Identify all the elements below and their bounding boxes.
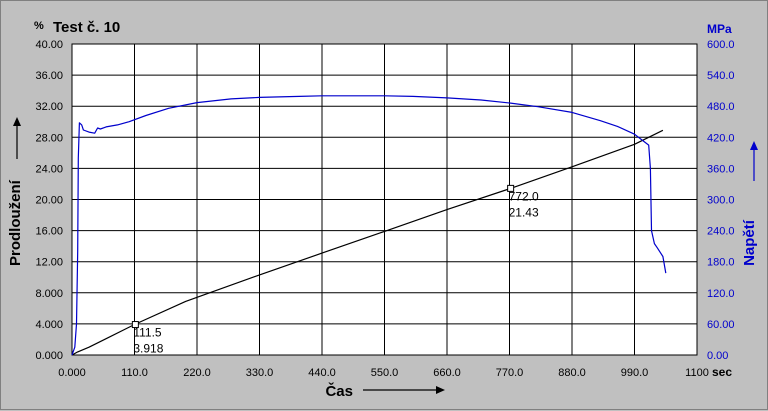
y-axis-label-left: Prodloužení	[7, 179, 24, 266]
grid	[71, 43, 698, 356]
x-tick-label: 330.0	[246, 367, 274, 379]
x-tick-label: 110.0	[121, 367, 148, 379]
y-tick-label-left: 12.00	[35, 257, 63, 269]
x-tick-label: 880.0	[558, 367, 586, 379]
annotation-marker	[131, 321, 139, 329]
y-tick-label-left: 4.000	[35, 319, 63, 331]
annotation-y-value: 3.918	[133, 342, 163, 356]
y-tick-label-right: 360.0	[707, 163, 735, 175]
x-unit: sec	[712, 365, 732, 379]
y-tick-label-right: 240.0	[707, 226, 735, 238]
x-tick-label: 1100	[685, 367, 709, 379]
y-tick-label-right: 60.00	[707, 319, 735, 331]
chart-title: Test č. 10	[53, 19, 120, 36]
x-tick-label: 0.000	[58, 367, 86, 379]
y-unit-left: %	[34, 20, 44, 32]
y-unit-right: MPa	[707, 22, 732, 36]
annotation-marker	[507, 184, 515, 192]
y-tick-label-left: 20.00	[35, 195, 63, 207]
y-tick-label-right: 300.0	[707, 195, 735, 207]
annotations: 111.5 3.918 772.0 21.43	[131, 184, 539, 356]
y-tick-label-left: 28.00	[35, 132, 63, 144]
y-tick-label-left: 8.000	[35, 288, 63, 300]
y-tick-label-left: 16.00	[35, 226, 63, 238]
y-tick-label-right: 420.0	[707, 132, 735, 144]
annotation-y-value: 21.43	[509, 205, 539, 219]
series-line-prodlouzeni	[71, 129, 664, 356]
annotation-x-value: 111.5	[133, 326, 162, 340]
series-line-napeti	[71, 95, 667, 356]
y-tick-label-right: 540.0	[707, 70, 735, 82]
y-tick-label-left: 0.000	[35, 350, 63, 362]
annotation-x-value: 772.0	[509, 189, 539, 203]
y-tick-label-right: 0.00	[707, 350, 728, 362]
y-tick-label-left: 24.00	[35, 163, 63, 175]
series-group	[71, 95, 667, 356]
y-tick-label-left: 36.00	[35, 70, 63, 82]
y-tick-labels-left: 0.000 4.000 8.000 12.00 16.00 20.00 24.00 28.00…	[35, 39, 63, 362]
y-tick-label-right: 120.0	[707, 288, 735, 300]
y-tick-label-left: 40.00	[35, 39, 63, 51]
y-tick-label-right: 480.0	[707, 101, 735, 113]
x-tick-label: 220.0	[183, 367, 211, 379]
x-axis-arrow-icon	[363, 386, 445, 394]
x-tick-labels: 0.000 110.0 220.0 330.0 440.0 550.0 660.0 770.0…	[58, 367, 709, 379]
x-tick-label: 990.0	[621, 367, 649, 379]
y-axis-left-arrow-icon	[13, 117, 21, 159]
y-axis-label-right: Napětí	[741, 219, 758, 266]
x-axis-label: Čas	[325, 382, 353, 400]
x-tick-label: 440.0	[308, 367, 336, 379]
x-tick-label: 660.0	[433, 367, 461, 379]
y-axis-right-arrow-icon	[750, 141, 758, 181]
y-tick-label-right: 600.0	[707, 39, 735, 51]
y-tick-label-right: 180.0	[707, 257, 735, 269]
y-tick-labels-right: 0.00 60.00 120.0 180.0 240.0 300.0 360.0 420.0 4…	[707, 39, 735, 362]
x-tick-label: 550.0	[371, 367, 399, 379]
x-tick-label: 770.0	[496, 367, 524, 379]
y-tick-label-left: 32.00	[35, 101, 63, 113]
